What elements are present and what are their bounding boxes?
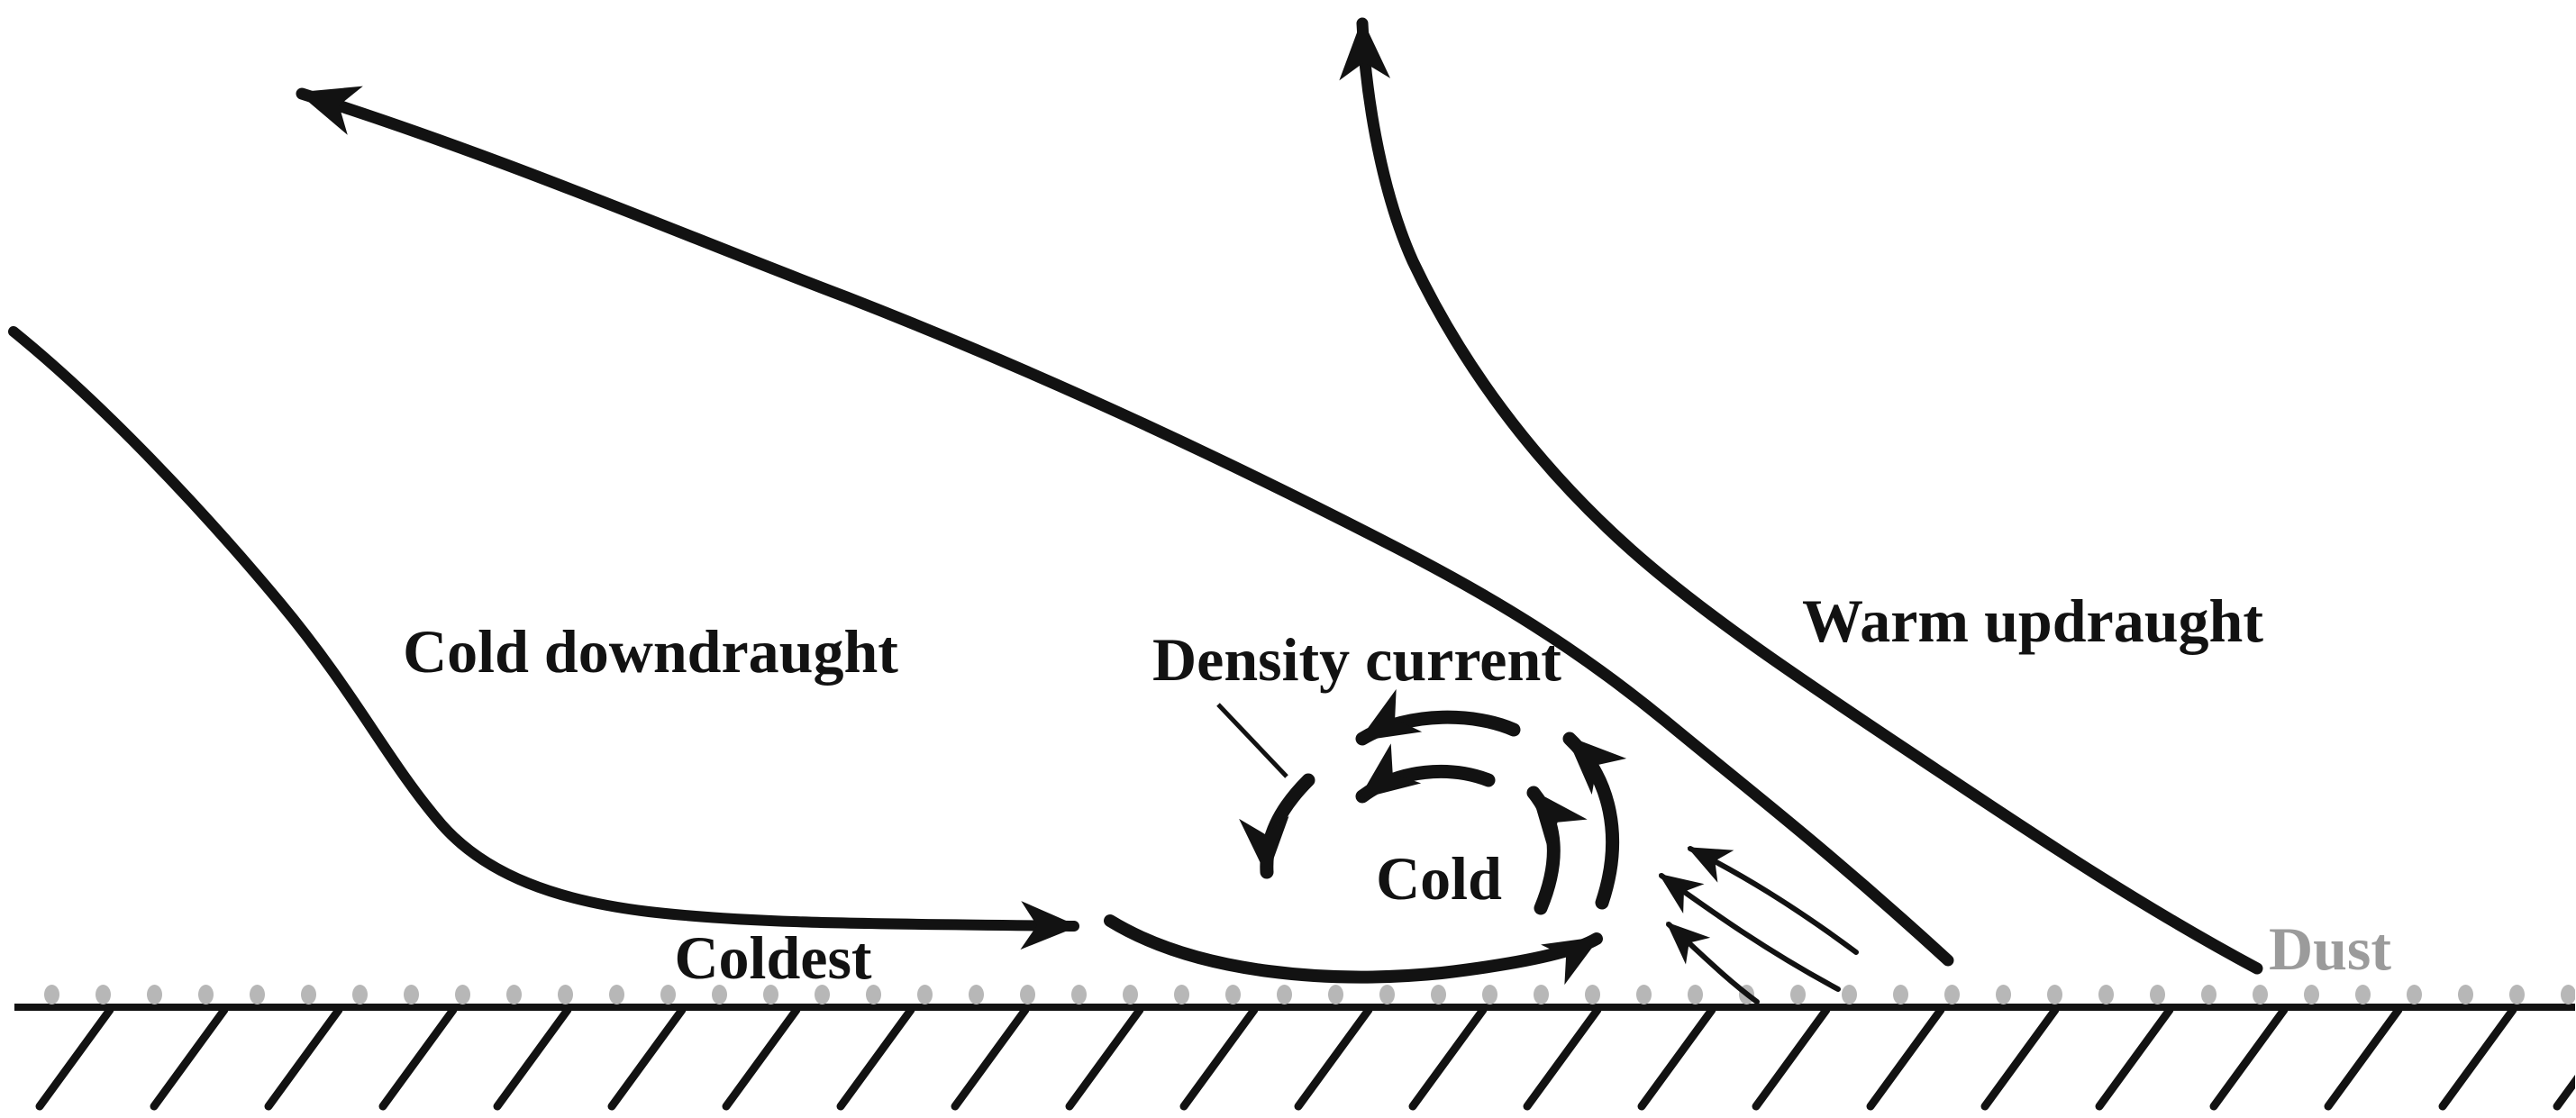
nose-inflow-arrow-bottom [1666,922,1760,1004]
density-current-rotor [1104,688,1627,986]
ground-hatching [14,1007,2575,1111]
gust-front-nose-arrows [1658,846,1859,1004]
dust-particles-row [14,978,2575,1005]
cold-label: Cold [1376,844,1502,913]
coldest-label: Coldest [674,923,871,992]
ground [14,978,2575,1111]
nose-inflow-arrow-middle [1658,873,1841,992]
rotor-outer-right-arrow [1562,732,1627,910]
rotor-outer-left-arrow [1239,773,1315,879]
rotor-inner-right-arrow [1526,786,1588,915]
rotor-bottom-arrow [1104,914,1603,986]
rotor-inner-top-arrow [1355,743,1496,804]
density-current-label: Density current [1152,625,1561,694]
rotor-outer-top-arrow [1355,688,1521,746]
density-current-pointer-line [1216,703,1288,778]
dust-label: Dust [2269,914,2391,983]
cold-downdraught-flow-arrow [8,326,1079,950]
cold-downdraught-label: Cold downdraught [403,617,898,686]
warm-updraught-arrow [1339,17,2263,975]
cold-outflow-arrow [296,86,1954,967]
nose-inflow-arrow-top [1687,846,1859,955]
warm-updraught-label: Warm updraught [1802,586,2263,655]
